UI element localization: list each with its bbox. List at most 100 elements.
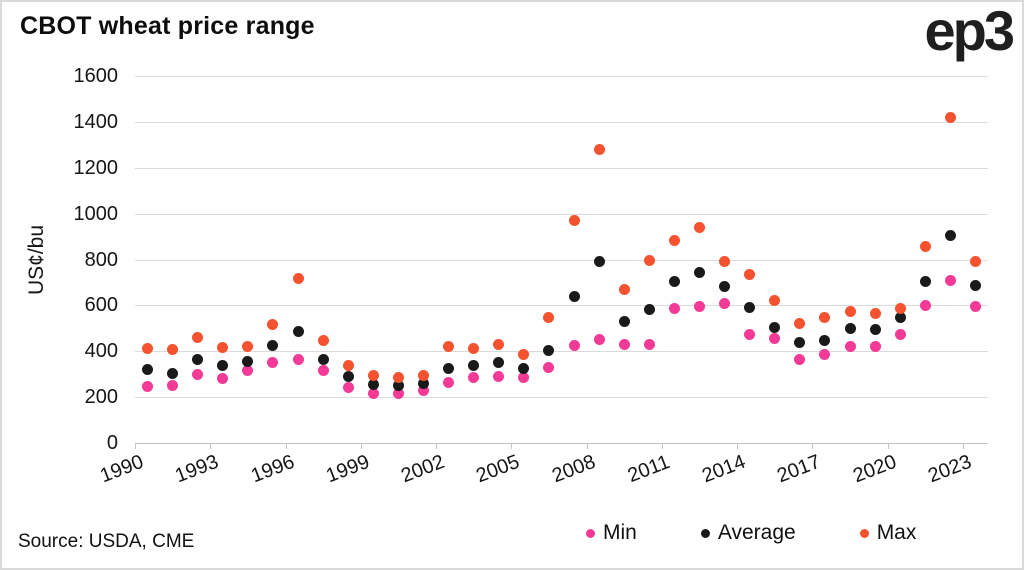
data-point-average — [192, 353, 204, 365]
data-point-min — [267, 357, 279, 369]
data-point-min — [192, 368, 204, 380]
data-point-min — [468, 372, 480, 384]
legend-dot-icon — [700, 528, 710, 538]
data-point-average — [744, 302, 756, 314]
data-point-min — [518, 372, 530, 384]
data-point-min — [317, 365, 329, 377]
data-point-min — [568, 340, 580, 352]
x-axis-line — [135, 443, 988, 444]
data-point-average — [919, 275, 931, 287]
data-point-min — [769, 333, 781, 345]
data-point-max — [392, 372, 404, 384]
x-tick-label: 1999 — [322, 450, 373, 488]
data-point-max — [568, 215, 580, 226]
y-tick-label: 1000 — [73, 202, 119, 225]
x-tick-label: 1993 — [172, 450, 222, 488]
data-point-average — [693, 266, 705, 278]
data-point-average — [769, 321, 781, 333]
x-tick-label: 2011 — [624, 451, 673, 488]
x-axis-tick — [135, 443, 136, 449]
data-point-min — [744, 328, 756, 340]
data-point-min — [819, 349, 831, 361]
data-point-max — [367, 369, 379, 381]
data-point-min — [719, 297, 731, 309]
data-point-max — [417, 369, 429, 381]
data-point-max — [643, 255, 655, 267]
legend-dot-icon — [586, 528, 595, 538]
data-point-min — [342, 382, 354, 394]
data-point-min — [869, 341, 881, 353]
data-point-min — [794, 353, 806, 365]
x-tick-label: 2008 — [548, 450, 599, 488]
page-title: CBOT wheat price range — [20, 12, 315, 40]
data-point-min — [618, 338, 630, 350]
data-point-max — [618, 284, 630, 296]
legend-label: Average — [717, 521, 796, 544]
data-point-average — [668, 275, 680, 287]
data-point-average — [217, 359, 229, 371]
data-point-max — [693, 222, 705, 234]
data-point-min — [693, 301, 705, 313]
legend-label: Max — [876, 521, 917, 544]
legend-dot-icon — [859, 528, 869, 538]
data-point-min — [417, 384, 429, 396]
gridline — [135, 305, 988, 307]
source-note: Source: USDA, CME — [18, 531, 195, 552]
legend-label: Min — [603, 521, 637, 544]
gridline — [135, 351, 988, 353]
x-tick-label: 1996 — [247, 450, 298, 488]
data-point-average — [468, 359, 480, 371]
data-point-average — [944, 229, 956, 241]
data-point-min — [217, 373, 229, 385]
data-point-average — [568, 290, 580, 302]
data-point-min — [392, 388, 404, 400]
data-point-average — [267, 340, 279, 352]
chart-legend: Min Average Max — [586, 521, 916, 545]
data-point-average — [392, 380, 404, 392]
x-axis-tick — [210, 443, 212, 449]
data-point-max — [769, 295, 781, 307]
x-axis-tick — [812, 443, 814, 449]
data-point-max — [317, 335, 329, 347]
y-tick-label: 1600 — [73, 65, 119, 87]
data-point-min — [443, 376, 455, 388]
data-point-max — [493, 338, 505, 350]
gridline — [135, 167, 988, 169]
data-point-max — [518, 349, 530, 361]
data-point-max — [668, 234, 680, 246]
x-tick-label: 2014 — [699, 450, 749, 488]
data-point-max — [217, 342, 229, 354]
data-point-min — [844, 341, 856, 353]
data-point-max — [944, 111, 956, 123]
data-point-average — [869, 323, 881, 335]
data-point-max — [443, 341, 455, 353]
ep3-logo: ep3 — [924, 0, 1015, 62]
data-point-average — [493, 357, 505, 369]
data-point-min — [367, 388, 379, 400]
gridline — [135, 213, 988, 215]
data-point-average — [317, 353, 329, 365]
data-point-max — [142, 343, 153, 355]
data-point-max — [894, 303, 906, 315]
x-tick-label: 2005 — [473, 450, 523, 488]
gridline — [135, 121, 988, 123]
data-point-average — [443, 362, 455, 374]
x-axis-tick — [586, 443, 588, 449]
x-axis-tick — [962, 443, 964, 449]
x-tick-label: 2017 — [774, 450, 824, 488]
data-point-max — [919, 241, 931, 253]
data-point-average — [167, 367, 179, 379]
data-point-average — [969, 280, 981, 292]
x-axis-tick — [511, 443, 513, 449]
data-point-min — [493, 370, 505, 382]
data-point-min — [944, 274, 956, 286]
data-point-min — [894, 328, 906, 340]
x-tick-label: 2023 — [925, 450, 975, 488]
data-point-min — [643, 338, 655, 350]
x-axis-tick — [360, 443, 362, 449]
data-point-average — [844, 322, 856, 334]
data-point-average — [367, 379, 379, 390]
data-point-max — [794, 318, 806, 330]
y-tick-label: 200 — [84, 386, 118, 409]
